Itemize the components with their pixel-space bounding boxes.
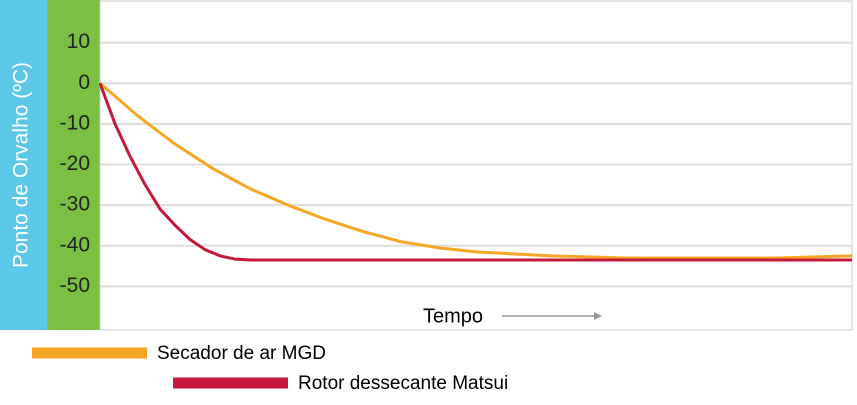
series-line [99, 82, 853, 260]
y-tick-label: 0 [78, 71, 90, 94]
legend-swatch [32, 347, 147, 359]
y-axis-label: Ponto de Orvalho (ºC) [10, 62, 33, 268]
legend-label: Secador de ar MGD [157, 343, 326, 364]
x-axis-label: Tempo [423, 305, 483, 327]
y-tick-label: -50 [60, 274, 90, 297]
legend-swatch [173, 377, 288, 389]
y-tick-label: -40 [60, 233, 90, 256]
y-tick-label: -30 [60, 193, 90, 216]
x-arrow-head [594, 312, 602, 320]
y-tick-label: -20 [60, 152, 90, 175]
series-line [98, 82, 852, 262]
y-tick-label: -10 [60, 111, 90, 134]
y-label-band [0, 0, 47, 330]
tick-band [47, 0, 100, 330]
y-tick-label: 10 [67, 30, 90, 53]
legend-label: Rotor dessecante Matsui [298, 373, 508, 394]
